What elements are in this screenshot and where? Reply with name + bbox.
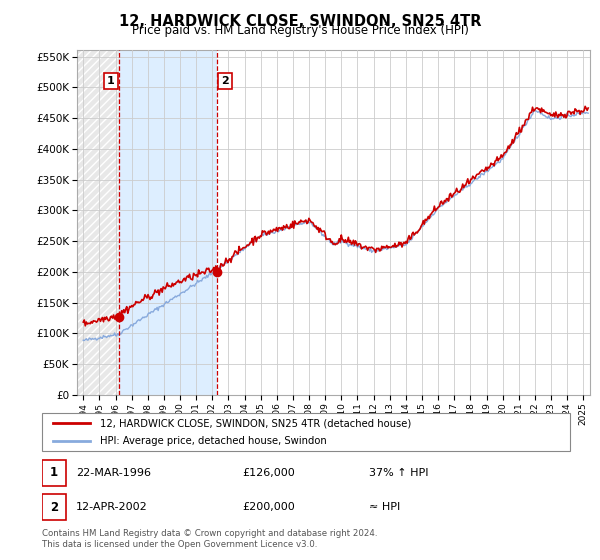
Text: 1: 1 xyxy=(50,466,58,479)
Bar xyxy=(217,50,590,395)
Text: 37% ↑ HPI: 37% ↑ HPI xyxy=(370,468,429,478)
Text: 12, HARDWICK CLOSE, SWINDON, SN25 4TR: 12, HARDWICK CLOSE, SWINDON, SN25 4TR xyxy=(119,14,481,29)
Bar xyxy=(77,50,119,395)
Text: ≈ HPI: ≈ HPI xyxy=(370,502,401,512)
FancyBboxPatch shape xyxy=(42,413,570,451)
Text: 2: 2 xyxy=(221,76,229,86)
Bar xyxy=(119,50,217,395)
Text: Contains HM Land Registry data © Crown copyright and database right 2024.
This d: Contains HM Land Registry data © Crown c… xyxy=(42,529,377,549)
Text: £200,000: £200,000 xyxy=(242,502,295,512)
FancyBboxPatch shape xyxy=(42,460,66,486)
Text: 1: 1 xyxy=(107,76,115,86)
Text: Price paid vs. HM Land Registry's House Price Index (HPI): Price paid vs. HM Land Registry's House … xyxy=(131,24,469,37)
Text: 22-MAR-1996: 22-MAR-1996 xyxy=(76,468,151,478)
Text: £126,000: £126,000 xyxy=(242,468,295,478)
Text: 12, HARDWICK CLOSE, SWINDON, SN25 4TR (detached house): 12, HARDWICK CLOSE, SWINDON, SN25 4TR (d… xyxy=(100,418,412,428)
Text: 12-APR-2002: 12-APR-2002 xyxy=(76,502,148,512)
FancyBboxPatch shape xyxy=(42,494,66,520)
Text: HPI: Average price, detached house, Swindon: HPI: Average price, detached house, Swin… xyxy=(100,436,327,446)
Text: 2: 2 xyxy=(50,501,58,514)
